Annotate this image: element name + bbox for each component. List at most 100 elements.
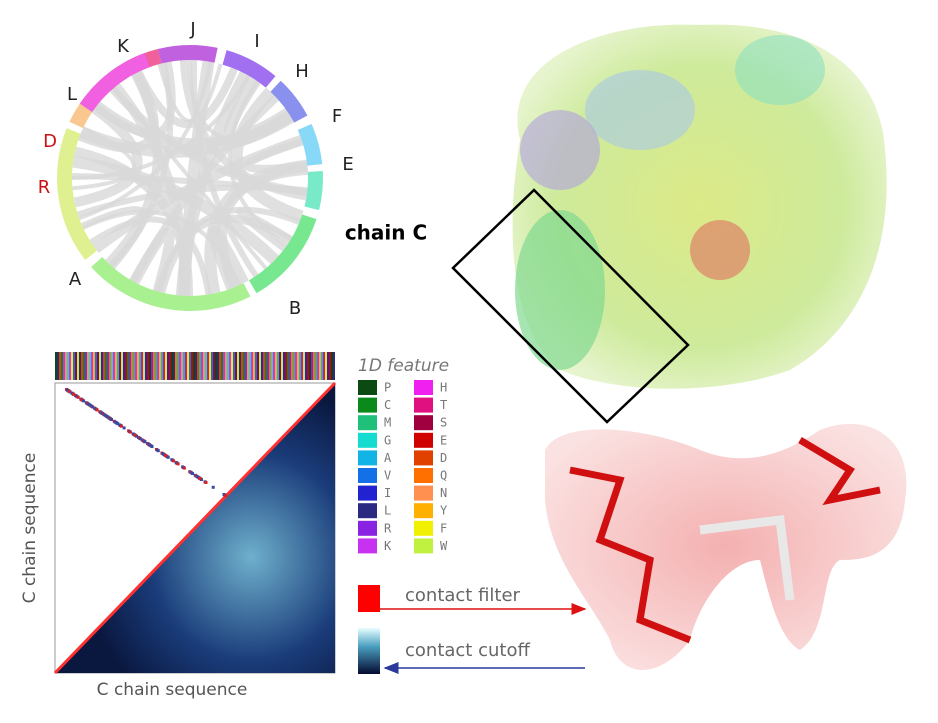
chord-link bbox=[217, 164, 309, 290]
chain-label: D bbox=[43, 131, 57, 152]
contact-dot bbox=[119, 424, 123, 428]
stripe-cell bbox=[91, 352, 93, 380]
stripe-cell bbox=[307, 352, 309, 380]
stripe-cell bbox=[115, 352, 117, 380]
contact-dot bbox=[156, 449, 160, 453]
stripe-cell bbox=[189, 352, 191, 380]
contact-dot bbox=[102, 413, 106, 417]
contact-dot bbox=[135, 434, 139, 438]
stripe-cell bbox=[111, 352, 113, 380]
chain-label: J bbox=[189, 19, 195, 40]
stripe-cell bbox=[233, 352, 235, 380]
stripe-cell bbox=[169, 352, 171, 380]
stripe-cell bbox=[247, 352, 249, 380]
stripe-cell bbox=[287, 352, 289, 380]
stripe-cell bbox=[275, 352, 277, 380]
contact-map: C chain sequence C chain sequence bbox=[20, 352, 337, 700]
stripe-cell bbox=[239, 352, 241, 380]
stripe-cell bbox=[117, 352, 119, 380]
legend-label: M bbox=[384, 416, 391, 430]
legend-swatch bbox=[358, 415, 377, 431]
stripe-cell bbox=[261, 352, 263, 380]
chain-label: E bbox=[342, 154, 353, 175]
stripe-cell bbox=[121, 352, 123, 380]
y-axis-label: C chain sequence bbox=[20, 453, 40, 604]
stripe-cell bbox=[225, 352, 227, 380]
stripe-cell bbox=[243, 352, 245, 380]
stripe-cell bbox=[81, 352, 83, 380]
stripe-cell bbox=[309, 352, 311, 380]
stripe-cell bbox=[279, 352, 281, 380]
stripe-cell bbox=[175, 352, 177, 380]
stripe-cell bbox=[231, 352, 233, 380]
stripe-cell bbox=[101, 352, 103, 380]
stripe-cell bbox=[109, 352, 111, 380]
stripe-cell bbox=[273, 352, 275, 380]
stripe-cell bbox=[277, 352, 279, 380]
stripe-cell bbox=[297, 352, 299, 380]
stripe-cell bbox=[139, 352, 141, 380]
stripe-cell bbox=[201, 352, 203, 380]
stripe-cell bbox=[163, 352, 165, 380]
legend-label: D bbox=[440, 451, 447, 465]
stripe-cell bbox=[333, 352, 335, 380]
stripe-cell bbox=[183, 352, 185, 380]
stripe-cell bbox=[147, 352, 149, 380]
stripe-cell bbox=[131, 352, 133, 380]
contact-dot bbox=[191, 472, 194, 475]
chain-label: chain C bbox=[345, 221, 427, 245]
stripe-cell bbox=[253, 352, 255, 380]
legend-swatch bbox=[414, 485, 433, 501]
x-axis-label: C chain sequence bbox=[97, 680, 248, 700]
legend-title: 1D feature bbox=[358, 356, 449, 376]
contact-dot bbox=[122, 426, 126, 430]
stripe-cell bbox=[311, 352, 313, 380]
stripe-cell bbox=[181, 352, 183, 380]
legend-label: A bbox=[384, 451, 392, 465]
chain-arc bbox=[249, 214, 317, 294]
contact-dot bbox=[76, 395, 80, 399]
chord-link bbox=[223, 76, 294, 146]
stripe-cell bbox=[107, 352, 109, 380]
chain-label: B bbox=[289, 298, 301, 319]
stripe-cell bbox=[167, 352, 169, 380]
stripe-cell bbox=[57, 352, 59, 380]
contact-dot bbox=[105, 415, 109, 418]
stripe-cell bbox=[65, 352, 67, 380]
contact-dot bbox=[224, 494, 228, 498]
chain-arc bbox=[297, 123, 323, 166]
stripe-cell bbox=[257, 352, 259, 380]
stripe-cell bbox=[289, 352, 291, 380]
legend-label: L bbox=[384, 504, 391, 518]
stripe-cell bbox=[217, 352, 219, 380]
stripe-cell bbox=[325, 352, 327, 380]
legend-swatch bbox=[414, 432, 433, 448]
chain-label: H bbox=[295, 61, 309, 82]
legend-label: T bbox=[440, 398, 447, 412]
contact-dot bbox=[95, 408, 99, 412]
stripe-cell bbox=[89, 352, 91, 380]
stripe-cell bbox=[119, 352, 121, 380]
stripe-cell bbox=[249, 352, 251, 380]
legend-swatch bbox=[358, 503, 377, 519]
contact-dot bbox=[91, 405, 95, 409]
stripe-cell bbox=[207, 352, 209, 380]
stripe-cell bbox=[209, 352, 211, 380]
legend-swatch bbox=[358, 432, 377, 448]
stripe-cell bbox=[153, 352, 155, 380]
stripe-cell bbox=[205, 352, 207, 380]
contact-dot bbox=[72, 392, 76, 396]
contact-dot bbox=[67, 389, 71, 393]
filter-label: contact filter bbox=[405, 585, 521, 606]
legend-swatch bbox=[358, 538, 377, 554]
contact-dot bbox=[109, 417, 113, 421]
protein-contact-render bbox=[545, 423, 907, 670]
stripe-cell bbox=[149, 352, 151, 380]
cutoff-swatch bbox=[358, 628, 380, 674]
chord-link bbox=[190, 59, 259, 278]
stripe-cell bbox=[71, 352, 73, 380]
contact-dot bbox=[204, 481, 208, 484]
stripe-cell bbox=[301, 352, 303, 380]
contact-dot bbox=[133, 433, 137, 437]
